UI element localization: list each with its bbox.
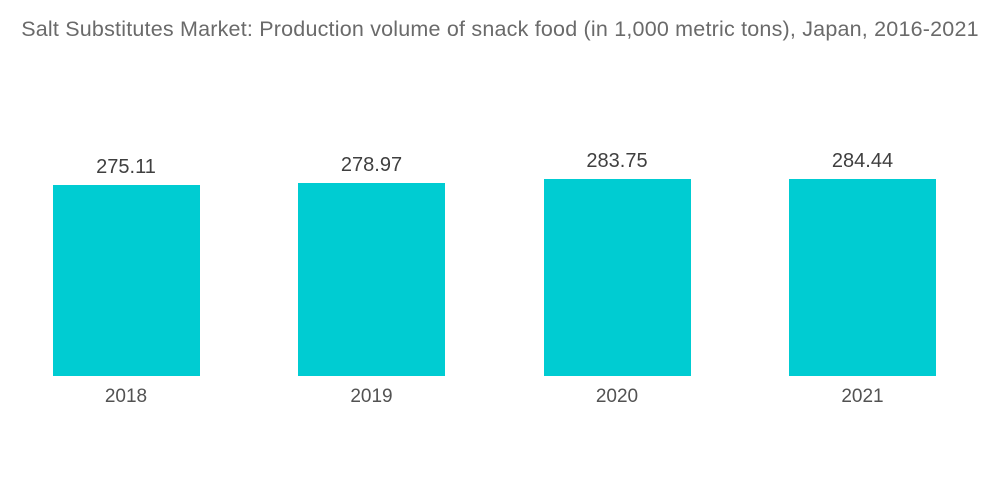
bar-2020[interactable]: [543, 179, 691, 376]
x-axis-label-2020: 2020: [595, 386, 639, 407]
chart-title: Salt Substitutes Market: Production volu…: [21, 17, 979, 41]
value-label-2020: 283.75: [586, 150, 648, 173]
x-axis-label-2019: 2019: [350, 386, 393, 407]
bar-2021[interactable]: [789, 179, 936, 376]
value-label-2018: 275.11: [96, 156, 156, 179]
bar-2018[interactable]: [52, 185, 200, 376]
bar-2019[interactable]: [298, 182, 445, 376]
x-axis-label-2021: 2021: [841, 386, 884, 407]
value-label-2021: 284.44: [831, 150, 894, 172]
x-axis-label-2018: 2018: [104, 386, 148, 407]
value-label-2019: 278.97: [340, 153, 403, 176]
